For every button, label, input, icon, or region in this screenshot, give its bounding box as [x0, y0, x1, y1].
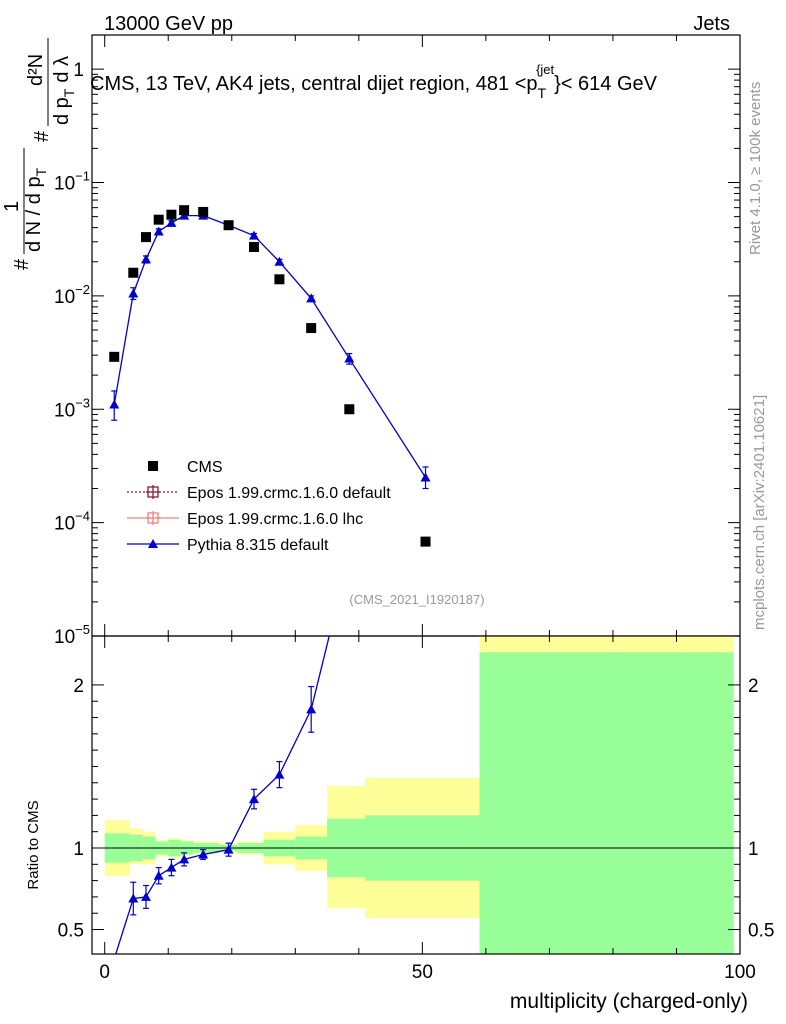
y-tick-label-0: 10−5 [54, 622, 90, 648]
cms-point-7 [223, 220, 234, 231]
y-label-top: 1 [1, 201, 23, 212]
analysis-id: (CMS_2021_I1920187) [349, 592, 484, 607]
pythia-point-10 [306, 293, 317, 303]
y-axis-label-main: # d N / d pT 1 # d pTd λ d²N [1, 38, 77, 270]
pythia-point-0 [109, 399, 120, 409]
ratio-pythia-point-4 [166, 862, 177, 872]
ratio-pythia-point-2 [141, 891, 151, 901]
y-tick-label-1: 10−4 [54, 509, 90, 535]
ratio-tick-label-left-2: 2 [73, 676, 84, 697]
y-tick-label-5: 1 [73, 60, 84, 81]
cms-point-1 [128, 267, 139, 278]
cms-point-8 [249, 241, 259, 252]
chart-title: CMS, 13 TeV, AK4 jets, central dijet reg… [90, 62, 658, 101]
legend-marker-cms [148, 461, 158, 471]
pythia-point-11 [344, 353, 355, 363]
x-tick-label-1: 50 [412, 962, 433, 983]
cms-point-4 [166, 209, 177, 220]
y-label-den: d pTd λ [51, 56, 77, 125]
y-tick-label-3: 10−2 [54, 282, 90, 308]
y-tick-label-4: 10−1 [54, 169, 90, 195]
cms-point-2 [141, 232, 151, 243]
cms-point-11 [344, 404, 355, 415]
legend-label-0: CMS [187, 459, 223, 476]
x-tick-label-0: 0 [99, 962, 110, 983]
cms-point-6 [198, 206, 209, 217]
side-label-mcplots: mcplots.cern.ch [arXiv:2401.10621] [751, 395, 768, 630]
ratio-pythia-point-3 [153, 870, 164, 880]
ratio-pythia-point-9 [274, 769, 285, 779]
x-tick-label-2: 100 [724, 962, 756, 983]
ratio-tick-label-right-2: 2 [748, 676, 759, 697]
pythia-point-1 [128, 288, 139, 298]
pythia-point-2 [141, 254, 151, 264]
y-label-bottom: d N / d pT [23, 167, 49, 252]
chart-title-close: }< 614 GeV [554, 73, 658, 95]
y-label-num: d²N [25, 54, 47, 86]
header-left: 13000 GeV pp [104, 13, 233, 35]
ratio-tick-label-right-1: 1 [748, 839, 759, 860]
cms-point-3 [153, 214, 164, 225]
header-right: Jets [693, 13, 730, 35]
pythia-point-3 [153, 226, 164, 236]
legend-label-1: Epos 1.99.crmc.1.6.0 default [187, 485, 391, 502]
ratio-pythia-point-5 [179, 854, 190, 864]
ratio-pythia-point-10 [306, 704, 317, 714]
ratio-tick-label-right-0: 0.5 [748, 921, 774, 942]
cms-point-10 [306, 323, 317, 334]
cms-point-12 [420, 536, 431, 547]
chart-title-sup: {jet [536, 62, 554, 77]
cms-point-5 [179, 205, 190, 216]
legend-label-2: Epos 1.99.crmc.1.6.0 lhc [187, 511, 363, 528]
ratio-pythia-point-6 [198, 849, 209, 859]
x-axis-label: multiplicity (charged-only) [510, 990, 748, 1013]
y-label-hash-2: # [31, 130, 53, 142]
ratio-tick-label-left-0: 0.5 [58, 921, 84, 942]
chart-title-main: CMS, 13 TeV, AK4 jets, central dijet reg… [90, 73, 538, 95]
pythia-point-9 [274, 256, 285, 266]
legend-marker-pythia [148, 539, 158, 548]
pythia-point-8 [249, 230, 259, 240]
legend-label-3: Pythia 8.315 default [187, 537, 329, 554]
legend: CMS Epos 1.99.crmc.1.6.0 default Epos 1.99… [127, 459, 391, 554]
ratio-y-label: Ratio to CMS [25, 800, 42, 889]
pythia-point-12 [420, 472, 431, 482]
pythia-point-4 [166, 217, 177, 227]
ratio-series-group [115, 636, 330, 954]
chart-title-sub: T [538, 85, 547, 101]
ratio-pythia-point-8 [249, 794, 259, 804]
ratio-pythia-point-7 [223, 844, 234, 854]
ratio-band-inner-13 [479, 652, 734, 954]
ratio-pythia-point-1 [128, 893, 139, 903]
y-tick-label-2: 10−3 [54, 395, 90, 421]
ratio-plot-frame [91, 635, 741, 955]
ratio-tick-label-left-1: 1 [73, 839, 84, 860]
cms-point-0 [109, 351, 120, 362]
y-label-hash-1: # [11, 258, 33, 270]
pythia-line [113, 215, 427, 478]
side-label-rivet: Rivet 4.1.0, ≥ 100k events [747, 82, 764, 255]
cms-point-9 [274, 274, 285, 285]
